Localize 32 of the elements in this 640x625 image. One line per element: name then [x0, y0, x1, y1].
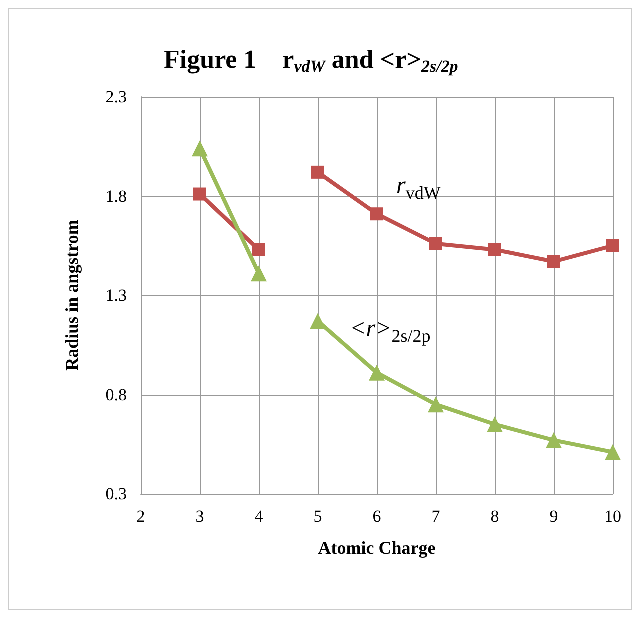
point [370, 208, 384, 221]
point [312, 166, 324, 179]
y-tick-label: 1.8 [106, 186, 127, 206]
x-tick-label: 7 [432, 507, 441, 526]
x-axis-title: Atomic Charge [318, 538, 436, 558]
x-tick-label: 5 [314, 507, 322, 526]
point [192, 140, 208, 157]
x-tick-label: 10 [604, 507, 622, 526]
point [488, 243, 502, 256]
point [430, 237, 442, 250]
x-tick-label: 8 [490, 507, 500, 526]
point [605, 444, 621, 460]
y-axis-title: Radius in angstrom [62, 220, 82, 371]
x-tick-label: 4 [254, 507, 264, 526]
point [310, 313, 326, 330]
point [369, 364, 385, 381]
x-tick-label: 2 [136, 507, 146, 526]
y-tick-label: 2.3 [106, 88, 127, 106]
x-tick-label: 9 [550, 507, 558, 526]
point [606, 239, 620, 252]
x-tick-label: 3 [196, 507, 204, 526]
point [548, 255, 560, 268]
point [252, 243, 266, 256]
point [546, 432, 562, 448]
y-tick-label: 0.8 [106, 385, 127, 404]
y-tick-label: 1.3 [106, 286, 127, 305]
y-tick-label: 0.3 [106, 484, 127, 504]
point [428, 396, 444, 413]
point [487, 416, 503, 433]
x-tick-label: 6 [372, 507, 382, 526]
point [194, 188, 206, 201]
point [251, 266, 267, 282]
